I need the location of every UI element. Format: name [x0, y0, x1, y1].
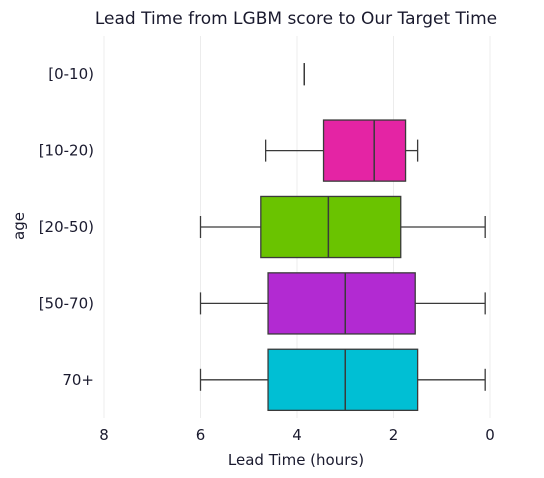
x-tick-label: 0: [485, 426, 495, 444]
x-tick-label: 6: [196, 426, 206, 444]
x-tick-labels: 8 6 4 2 0: [99, 426, 495, 444]
y-tick-label: [0-10): [48, 65, 94, 83]
box-group: [199, 272, 486, 335]
box-rect: [267, 272, 416, 335]
y-axis-label: age: [10, 212, 28, 240]
y-tick-label: [50-70): [39, 294, 94, 312]
y-tick-label: [10-20): [39, 142, 94, 160]
x-tick-label: 8: [99, 426, 109, 444]
box-group: [199, 348, 486, 412]
box-group: [199, 195, 486, 259]
box-group: [264, 119, 419, 182]
chart-title: Lead Time from LGBM score to Our Target …: [95, 9, 497, 29]
y-tick-labels: [0-10) [10-20) [20-50) [50-70) 70+: [39, 65, 94, 389]
y-tick-label: 70+: [62, 371, 94, 389]
y-tick-label: [20-50): [39, 218, 94, 236]
box-series: [199, 63, 486, 412]
box-rect: [267, 348, 419, 412]
box-rect: [260, 195, 402, 259]
x-tick-label: 2: [389, 426, 399, 444]
box-rect: [322, 119, 407, 182]
x-tick-label: 4: [292, 426, 302, 444]
x-axis-label: Lead Time (hours): [228, 451, 364, 469]
